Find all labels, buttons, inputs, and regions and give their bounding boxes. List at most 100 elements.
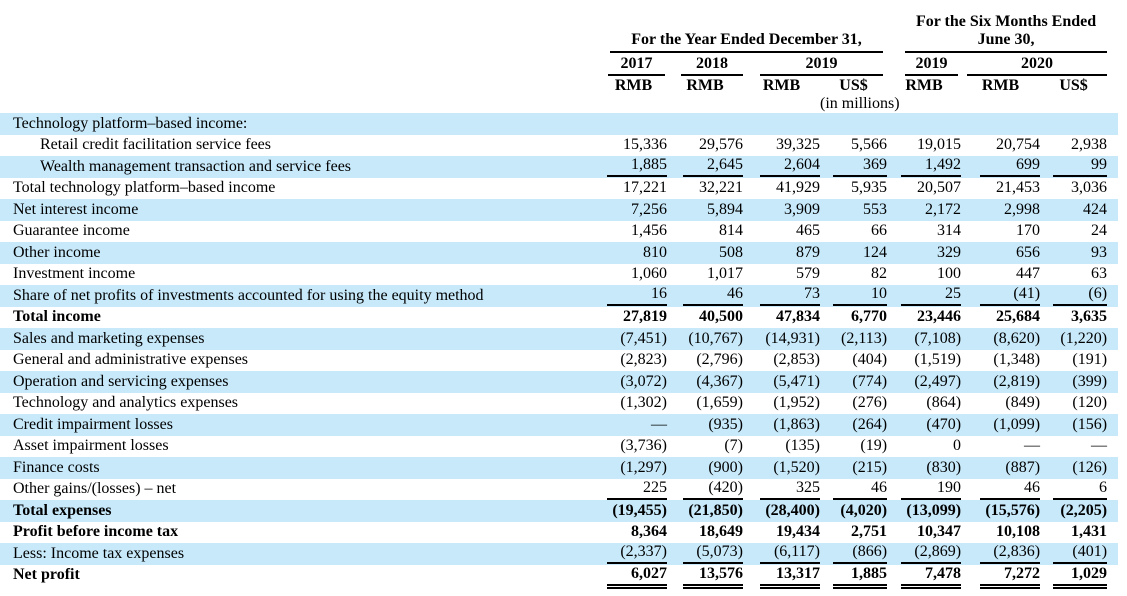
col-group-year-ended-label: For the Year Ended December 31, <box>631 31 862 48</box>
cell-value: (120) <box>1072 394 1108 412</box>
cell-value: 6,770 <box>851 308 888 326</box>
row-spacer <box>1107 178 1118 200</box>
cell-value: (191) <box>1072 351 1108 369</box>
cell-value: (774) <box>852 372 888 390</box>
cell-value: — <box>651 415 667 433</box>
row-label: Other gains/(losses) – net <box>13 480 177 498</box>
unit-header: US$ <box>839 77 868 94</box>
cell-value: 1,885 <box>833 565 888 589</box>
cell-value: (7,451) <box>620 329 667 347</box>
cell-value: 19,434 <box>776 523 820 541</box>
table-row: Wealth management transaction and servic… <box>0 156 1119 178</box>
cell-value: 25 <box>901 285 962 307</box>
cell-value: 314 <box>937 222 962 240</box>
cell-value: (5,471) <box>773 372 820 390</box>
spacer-column-header <box>1107 0 1118 113</box>
table-row: Less: Income tax expenses (2,337) (5,073) (… <box>0 543 1119 565</box>
cell-value: 16 <box>607 285 667 307</box>
row-label: Technology platform–based income: <box>13 114 248 132</box>
cell-value: (401) <box>1053 543 1108 565</box>
cell-value: 2,645 <box>683 156 743 178</box>
cell-value: 93 <box>1091 243 1108 261</box>
cell-value: 18,649 <box>699 523 743 541</box>
cell-value: 1,492 <box>901 156 962 178</box>
cell-value: (19) <box>860 437 888 455</box>
row-label: Operation and servicing expenses <box>13 372 229 390</box>
table-row: Retail credit facilitation service fees 1… <box>0 135 1118 157</box>
cell-value: 21,453 <box>996 179 1041 197</box>
unit-header: RMB <box>614 77 653 94</box>
cell-value: 99 <box>1053 156 1108 178</box>
row-spacer <box>1107 221 1118 243</box>
cell-value: (14,931) <box>765 329 820 347</box>
row-label: Sales and marketing expenses <box>13 329 205 347</box>
cell-value: 2,998 <box>1004 200 1041 218</box>
year-header-2018: 2018 <box>667 53 743 76</box>
cell-value: (8,620) <box>993 329 1041 347</box>
cell-value: (849) <box>1005 394 1041 412</box>
cell-value: (864) <box>926 394 962 412</box>
units-note: (in millions) <box>820 95 900 112</box>
table-row: Total technology platform–based income 17… <box>0 178 1118 200</box>
cell-value: (1,659) <box>696 394 743 412</box>
cell-value: 20,754 <box>996 136 1041 154</box>
cell-value: 63 <box>1091 265 1108 283</box>
cell-value: 40,500 <box>699 308 743 326</box>
cell-value: 13,317 <box>760 565 820 589</box>
cell-value: (7) <box>724 437 743 455</box>
row-spacer <box>1107 565 1118 594</box>
row-spacer <box>1107 350 1118 372</box>
row-label: Wealth management transaction and servic… <box>40 157 352 175</box>
table-row: Other income 810 508 879 124 329 656 93 <box>0 242 1119 264</box>
label-column-header <box>0 0 600 113</box>
cell-value: 7,478 <box>901 565 962 589</box>
cell-value: 2,938 <box>1071 136 1108 154</box>
cell-value: 20,507 <box>917 179 962 197</box>
cell-value: 73 <box>760 285 820 307</box>
row-spacer <box>1107 242 1118 264</box>
cell-value: 29,576 <box>699 136 743 154</box>
cell-value: (1,952) <box>773 394 820 412</box>
unit-header: RMB <box>686 77 724 94</box>
cell-value: 66 <box>871 222 888 240</box>
cell-value: (19,455) <box>612 501 667 519</box>
cell-value: (41) <box>980 285 1041 307</box>
table-row: Operation and servicing expenses (3,072) (… <box>0 371 1119 393</box>
table-row: Finance costs (1,297) (900) (1,520) (215) (83… <box>0 457 1119 479</box>
row-label: Finance costs <box>13 458 100 476</box>
cell-value: (10,767) <box>688 329 743 347</box>
row-spacer <box>1107 135 1118 157</box>
row-label: Net interest income <box>13 200 139 218</box>
cell-value: 2,751 <box>851 523 888 541</box>
cell-value: (135) <box>785 437 820 455</box>
year-header-6m-2019: 2019 <box>887 53 961 76</box>
row-spacer <box>1107 543 1118 565</box>
cell-value: (1,302) <box>620 394 667 412</box>
row-spacer <box>1107 328 1118 350</box>
unit-header: RMB <box>981 77 1020 94</box>
table-row: Investment income 1,060 1,017 579 82 100 447 63 <box>0 264 1118 286</box>
cell-value: 24 <box>1091 222 1108 240</box>
cell-value: 3,909 <box>784 200 820 218</box>
cell-value: 46 <box>683 285 743 307</box>
row-label: Guarantee income <box>13 222 130 240</box>
cell-value: 82 <box>871 265 888 283</box>
cell-value: (7,108) <box>914 329 962 347</box>
cell-value: (1,519) <box>914 351 962 369</box>
cell-value: (2,337) <box>607 543 667 565</box>
row-label: Other income <box>13 243 101 261</box>
unit-header: RMB <box>762 77 801 94</box>
row-spacer <box>1107 264 1118 286</box>
col-group-six-months-label-line1: For the Six Months Ended <box>915 13 1097 30</box>
table-row: Share of net profits of investments acco… <box>0 285 1119 307</box>
row-spacer <box>1107 371 1118 393</box>
cell-value: (1,099) <box>993 415 1041 433</box>
cell-value: 1,431 <box>1071 523 1108 541</box>
table-body: Technology platform–based income: Retail … <box>0 113 1119 594</box>
cell-value: — <box>1024 437 1041 455</box>
cell-value: 6 <box>1053 479 1108 500</box>
cell-value: 27,819 <box>623 308 667 326</box>
cell-value: (2,796) <box>696 351 743 369</box>
cell-value: 699 <box>980 156 1041 178</box>
cell-value: (6,117) <box>760 543 820 565</box>
